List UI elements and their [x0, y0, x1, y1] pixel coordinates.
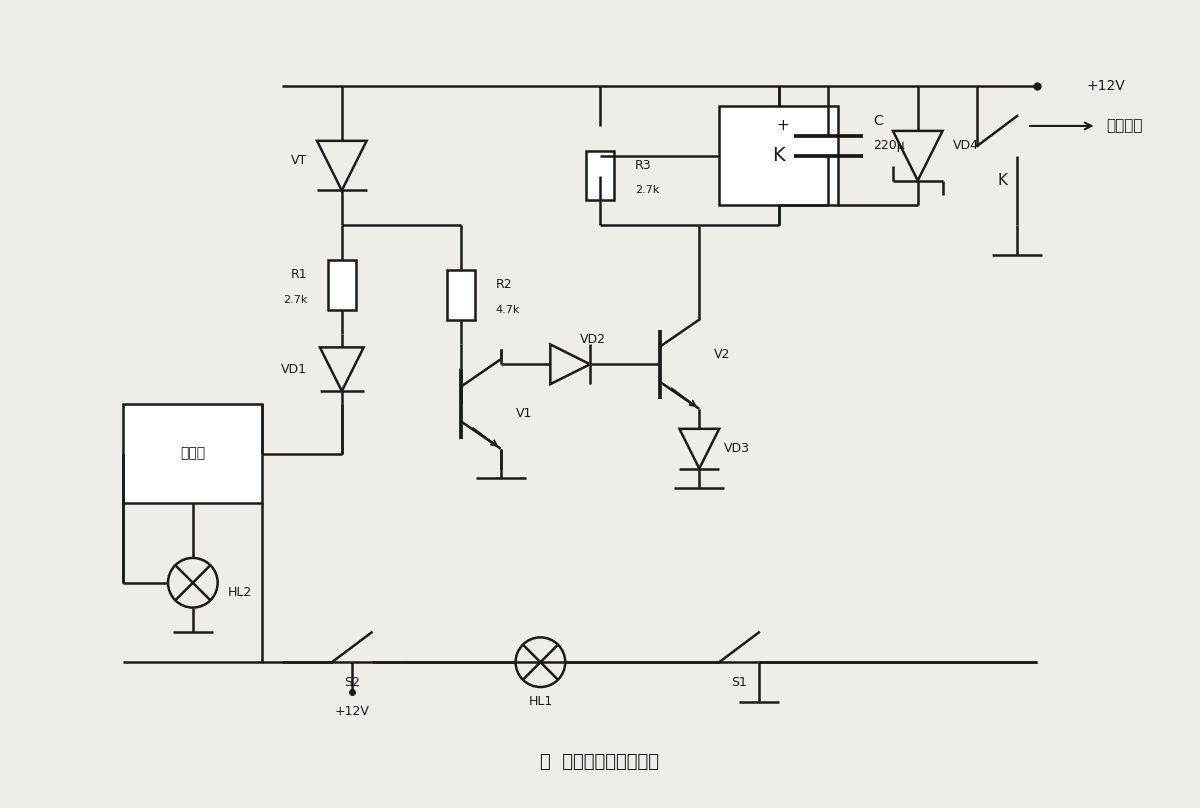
Text: V2: V2: [714, 348, 731, 361]
Text: VD4: VD4: [953, 139, 978, 152]
Bar: [124, 404, 263, 503]
Text: +12V: +12V: [335, 705, 370, 718]
Text: 闪光器: 闪光器: [180, 447, 205, 461]
Text: +12V: +12V: [1086, 79, 1126, 93]
Text: R2: R2: [496, 278, 512, 292]
Bar: [328, 260, 355, 309]
Text: 接熄火线: 接熄火线: [1106, 119, 1142, 133]
Text: HL1: HL1: [528, 696, 552, 709]
Text: R3: R3: [635, 159, 652, 172]
Text: 220μ: 220μ: [874, 139, 905, 152]
Text: C: C: [874, 114, 883, 128]
Bar: [719, 106, 839, 205]
Text: 2.7k: 2.7k: [283, 295, 307, 305]
Text: 2.7k: 2.7k: [635, 186, 659, 196]
Text: 4.7k: 4.7k: [496, 305, 520, 314]
Text: 图  摩托车防盗器电路图: 图 摩托车防盗器电路图: [540, 752, 660, 771]
Text: K: K: [997, 173, 1007, 188]
Text: V1: V1: [516, 407, 532, 420]
Text: +: +: [776, 119, 788, 133]
Text: R1: R1: [290, 268, 307, 281]
Text: K: K: [773, 146, 785, 166]
Text: VD2: VD2: [580, 333, 606, 346]
Text: HL2: HL2: [228, 586, 252, 600]
Text: S1: S1: [731, 675, 746, 688]
Text: VD1: VD1: [281, 363, 307, 376]
Text: S2: S2: [343, 675, 360, 688]
Text: VT: VT: [290, 154, 307, 167]
Bar: [586, 151, 614, 200]
Text: VD3: VD3: [724, 442, 750, 455]
Bar: [448, 270, 475, 320]
